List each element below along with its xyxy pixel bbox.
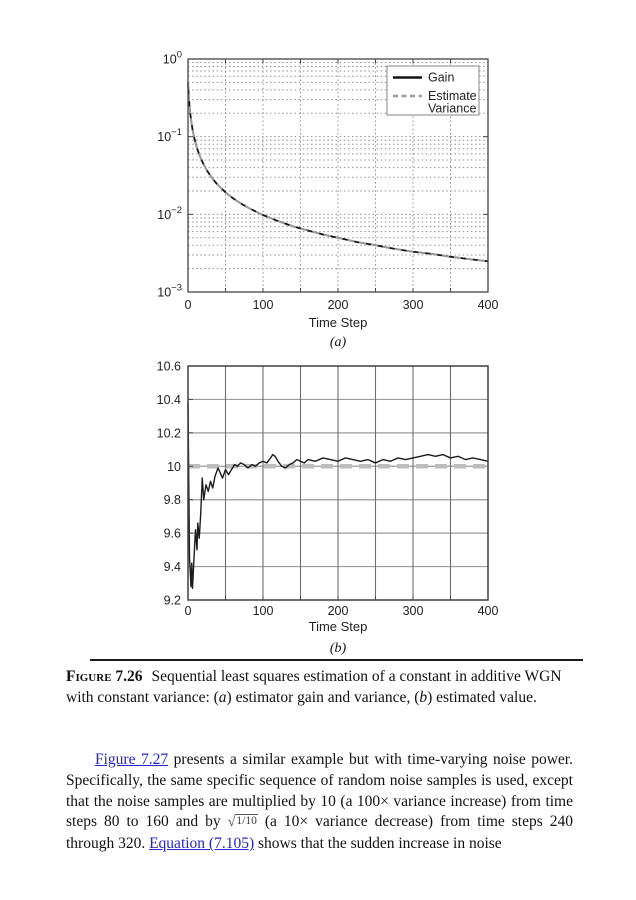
radical-sign: √ (227, 815, 236, 831)
legend-variance-label: Estimate (428, 89, 477, 103)
x-axis-label-a: Time Step (309, 315, 368, 330)
caption-segment: b (419, 689, 428, 706)
figure-caption-label: Figure 7.26 (66, 668, 143, 685)
x-tick-label: 200 (328, 604, 349, 618)
x-tick-label: 200 (328, 298, 349, 312)
caption-segment: a (218, 689, 227, 706)
y-tick-label: 10.2 (157, 426, 181, 440)
x-tick-label: 300 (403, 604, 424, 618)
figure-caption: Figure 7.26 Sequential least squares esti… (66, 666, 573, 708)
x-tick-label: 400 (478, 298, 499, 312)
y-tick-label: 100 (163, 50, 182, 67)
x-tick-label: 100 (253, 298, 274, 312)
x-tick-label: 400 (478, 604, 499, 618)
estimated-value-curve (187, 402, 489, 589)
subfigure-label-a: (a) (330, 335, 347, 350)
x-tick-label: 0 (185, 604, 192, 618)
legend-gain-label: Gain (428, 71, 454, 85)
y-tick-label: 9.8 (164, 493, 181, 507)
legend-box (386, 65, 480, 116)
caption-segment: ) estimated value. (427, 689, 537, 706)
figure-caption-text: Sequential least squares estimation of a… (66, 668, 561, 706)
gain-curve (187, 82, 489, 263)
radicand: 1/10 (235, 814, 258, 828)
equation-7-105-link[interactable]: Equation (7.105) (149, 835, 255, 853)
figure-7-27-link[interactable]: Figure 7.27 (95, 751, 169, 768)
y-tick-label: 9.2 (164, 594, 181, 608)
x-tick-label: 0 (185, 298, 192, 312)
caption-segment: Sequential least squares estimation of a… (66, 668, 562, 706)
x-tick-label: 300 (403, 298, 424, 312)
y-tick-label: 10.6 (157, 360, 181, 374)
legend-variance-label: Variance (428, 102, 476, 116)
caption-segment: ) estimator gain and variance, ( (226, 689, 420, 706)
x-tick-label: 100 (253, 604, 274, 618)
x-axis-label-b: Time Step (309, 619, 368, 634)
body-paragraph: Figure 7.27 presents a similar example b… (66, 751, 574, 853)
y-tick-label: 10−2 (157, 205, 182, 222)
y-tick-label: 9.4 (164, 560, 181, 574)
y-tick-label: 10−1 (157, 127, 182, 144)
y-tick-label: 10 (167, 460, 181, 474)
sqrt-expression: √1/10 (228, 813, 258, 830)
y-tick-label: 10−3 (157, 283, 182, 300)
subfigure-label-b: (b) (330, 641, 347, 656)
caption-divider (90, 659, 583, 661)
y-tick-label: 10.4 (157, 393, 181, 407)
y-tick-label: 9.6 (164, 527, 181, 541)
